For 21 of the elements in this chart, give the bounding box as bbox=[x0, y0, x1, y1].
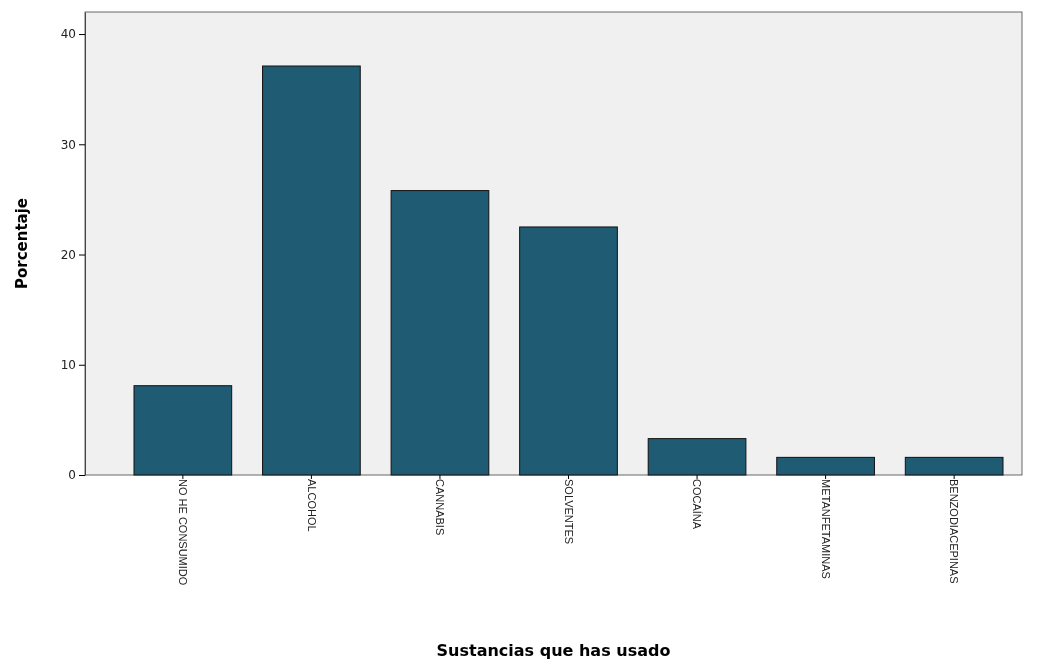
bar bbox=[262, 65, 361, 476]
bar bbox=[647, 438, 747, 476]
x-axis-title: Sustancias que has usado bbox=[436, 641, 671, 660]
x-tick-label: ALCOHOL bbox=[305, 479, 318, 532]
bar bbox=[519, 226, 618, 476]
y-tick-label: 20 bbox=[60, 247, 76, 262]
y-tick-label: 40 bbox=[60, 27, 76, 42]
x-tick-label: BENZODIACEPINAS bbox=[948, 479, 961, 584]
y-tick-label: 10 bbox=[60, 358, 76, 373]
x-tick-label: METANFETAMINAS bbox=[819, 479, 832, 579]
x-tick-label: NO HE CONSUMIDO bbox=[177, 479, 189, 586]
bar bbox=[776, 456, 875, 476]
y-axis-title: Porcentaje bbox=[13, 197, 31, 290]
bar bbox=[133, 385, 233, 476]
x-tick-label: COCAÍNA bbox=[691, 479, 704, 530]
y-tick-label: 30 bbox=[60, 137, 76, 152]
bar bbox=[390, 190, 490, 476]
y-tick-label: 0 bbox=[68, 468, 76, 483]
bar bbox=[904, 456, 1004, 476]
x-tick-label: SOLVENTES bbox=[562, 479, 575, 545]
x-tick-label: CANNABIS bbox=[434, 479, 447, 536]
